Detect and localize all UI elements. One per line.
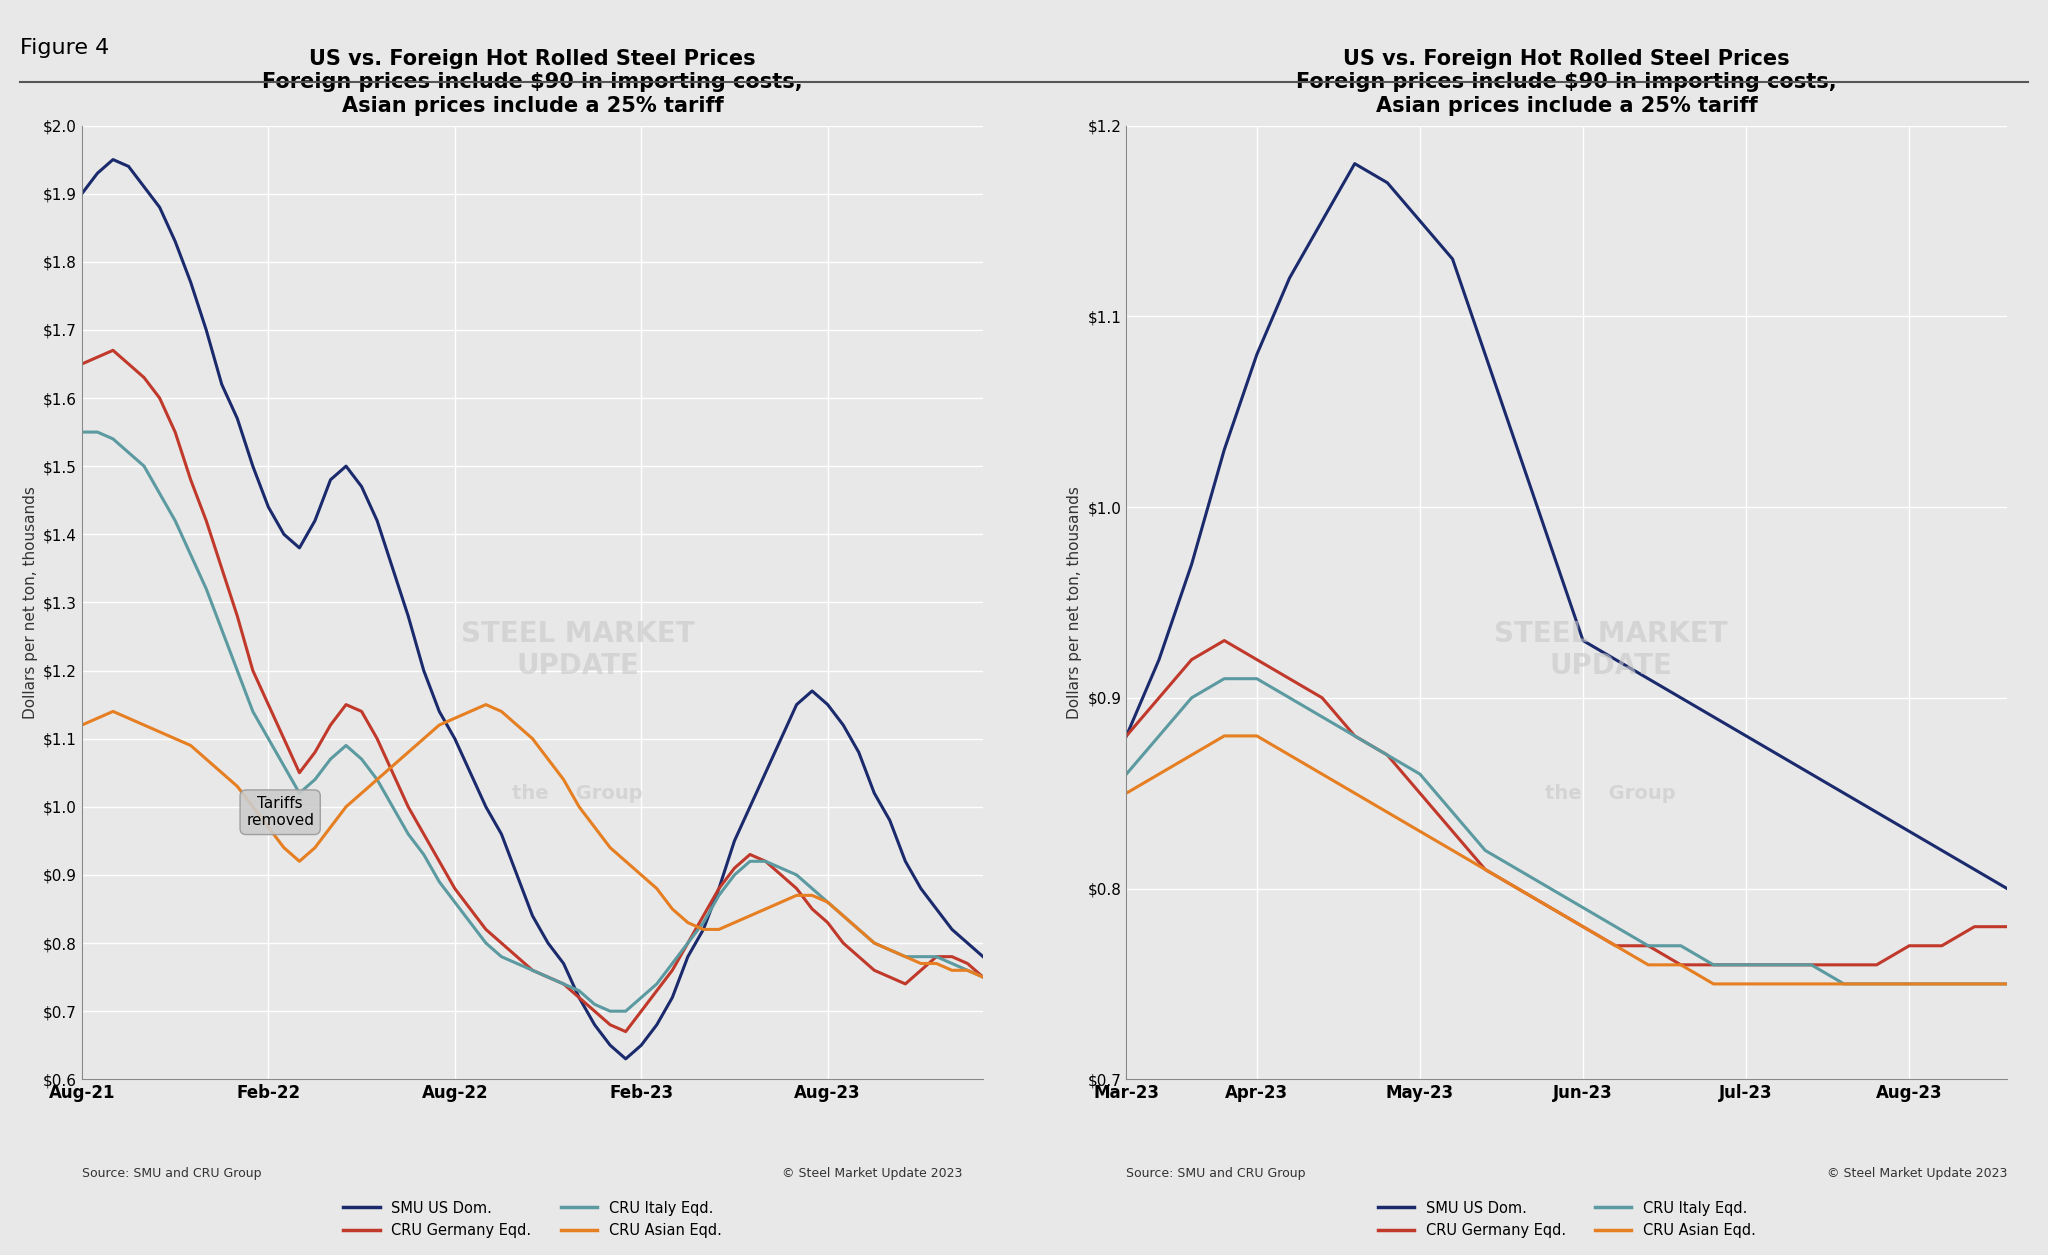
Text: the    Group: the Group xyxy=(512,783,643,803)
Text: Figure 4: Figure 4 xyxy=(20,38,111,58)
Text: the    Group: the Group xyxy=(1546,783,1675,803)
Text: STEEL MARKET
UPDATE: STEEL MARKET UPDATE xyxy=(1493,620,1729,680)
Y-axis label: Dollars per net ton, thousands: Dollars per net ton, thousands xyxy=(1067,486,1081,719)
Text: Source: SMU and CRU Group: Source: SMU and CRU Group xyxy=(1126,1167,1307,1180)
Text: Source: SMU and CRU Group: Source: SMU and CRU Group xyxy=(82,1167,262,1180)
Title: US vs. Foreign Hot Rolled Steel Prices
Foreign prices include $90 in importing c: US vs. Foreign Hot Rolled Steel Prices F… xyxy=(262,49,803,115)
Text: Tariffs
removed: Tariffs removed xyxy=(246,796,313,828)
Legend: SMU US Dom., CRU Germany Eqd., CRU Italy Eqd., CRU Asian Eqd.: SMU US Dom., CRU Germany Eqd., CRU Italy… xyxy=(1372,1195,1761,1244)
Legend: SMU US Dom., CRU Germany Eqd., CRU Italy Eqd., CRU Asian Eqd.: SMU US Dom., CRU Germany Eqd., CRU Italy… xyxy=(338,1195,727,1244)
Text: STEEL MARKET
UPDATE: STEEL MARKET UPDATE xyxy=(461,620,694,680)
Title: US vs. Foreign Hot Rolled Steel Prices
Foreign prices include $90 in importing c: US vs. Foreign Hot Rolled Steel Prices F… xyxy=(1296,49,1837,115)
Y-axis label: Dollars per net ton, thousands: Dollars per net ton, thousands xyxy=(23,486,37,719)
Text: © Steel Market Update 2023: © Steel Market Update 2023 xyxy=(782,1167,963,1180)
Text: © Steel Market Update 2023: © Steel Market Update 2023 xyxy=(1827,1167,2007,1180)
